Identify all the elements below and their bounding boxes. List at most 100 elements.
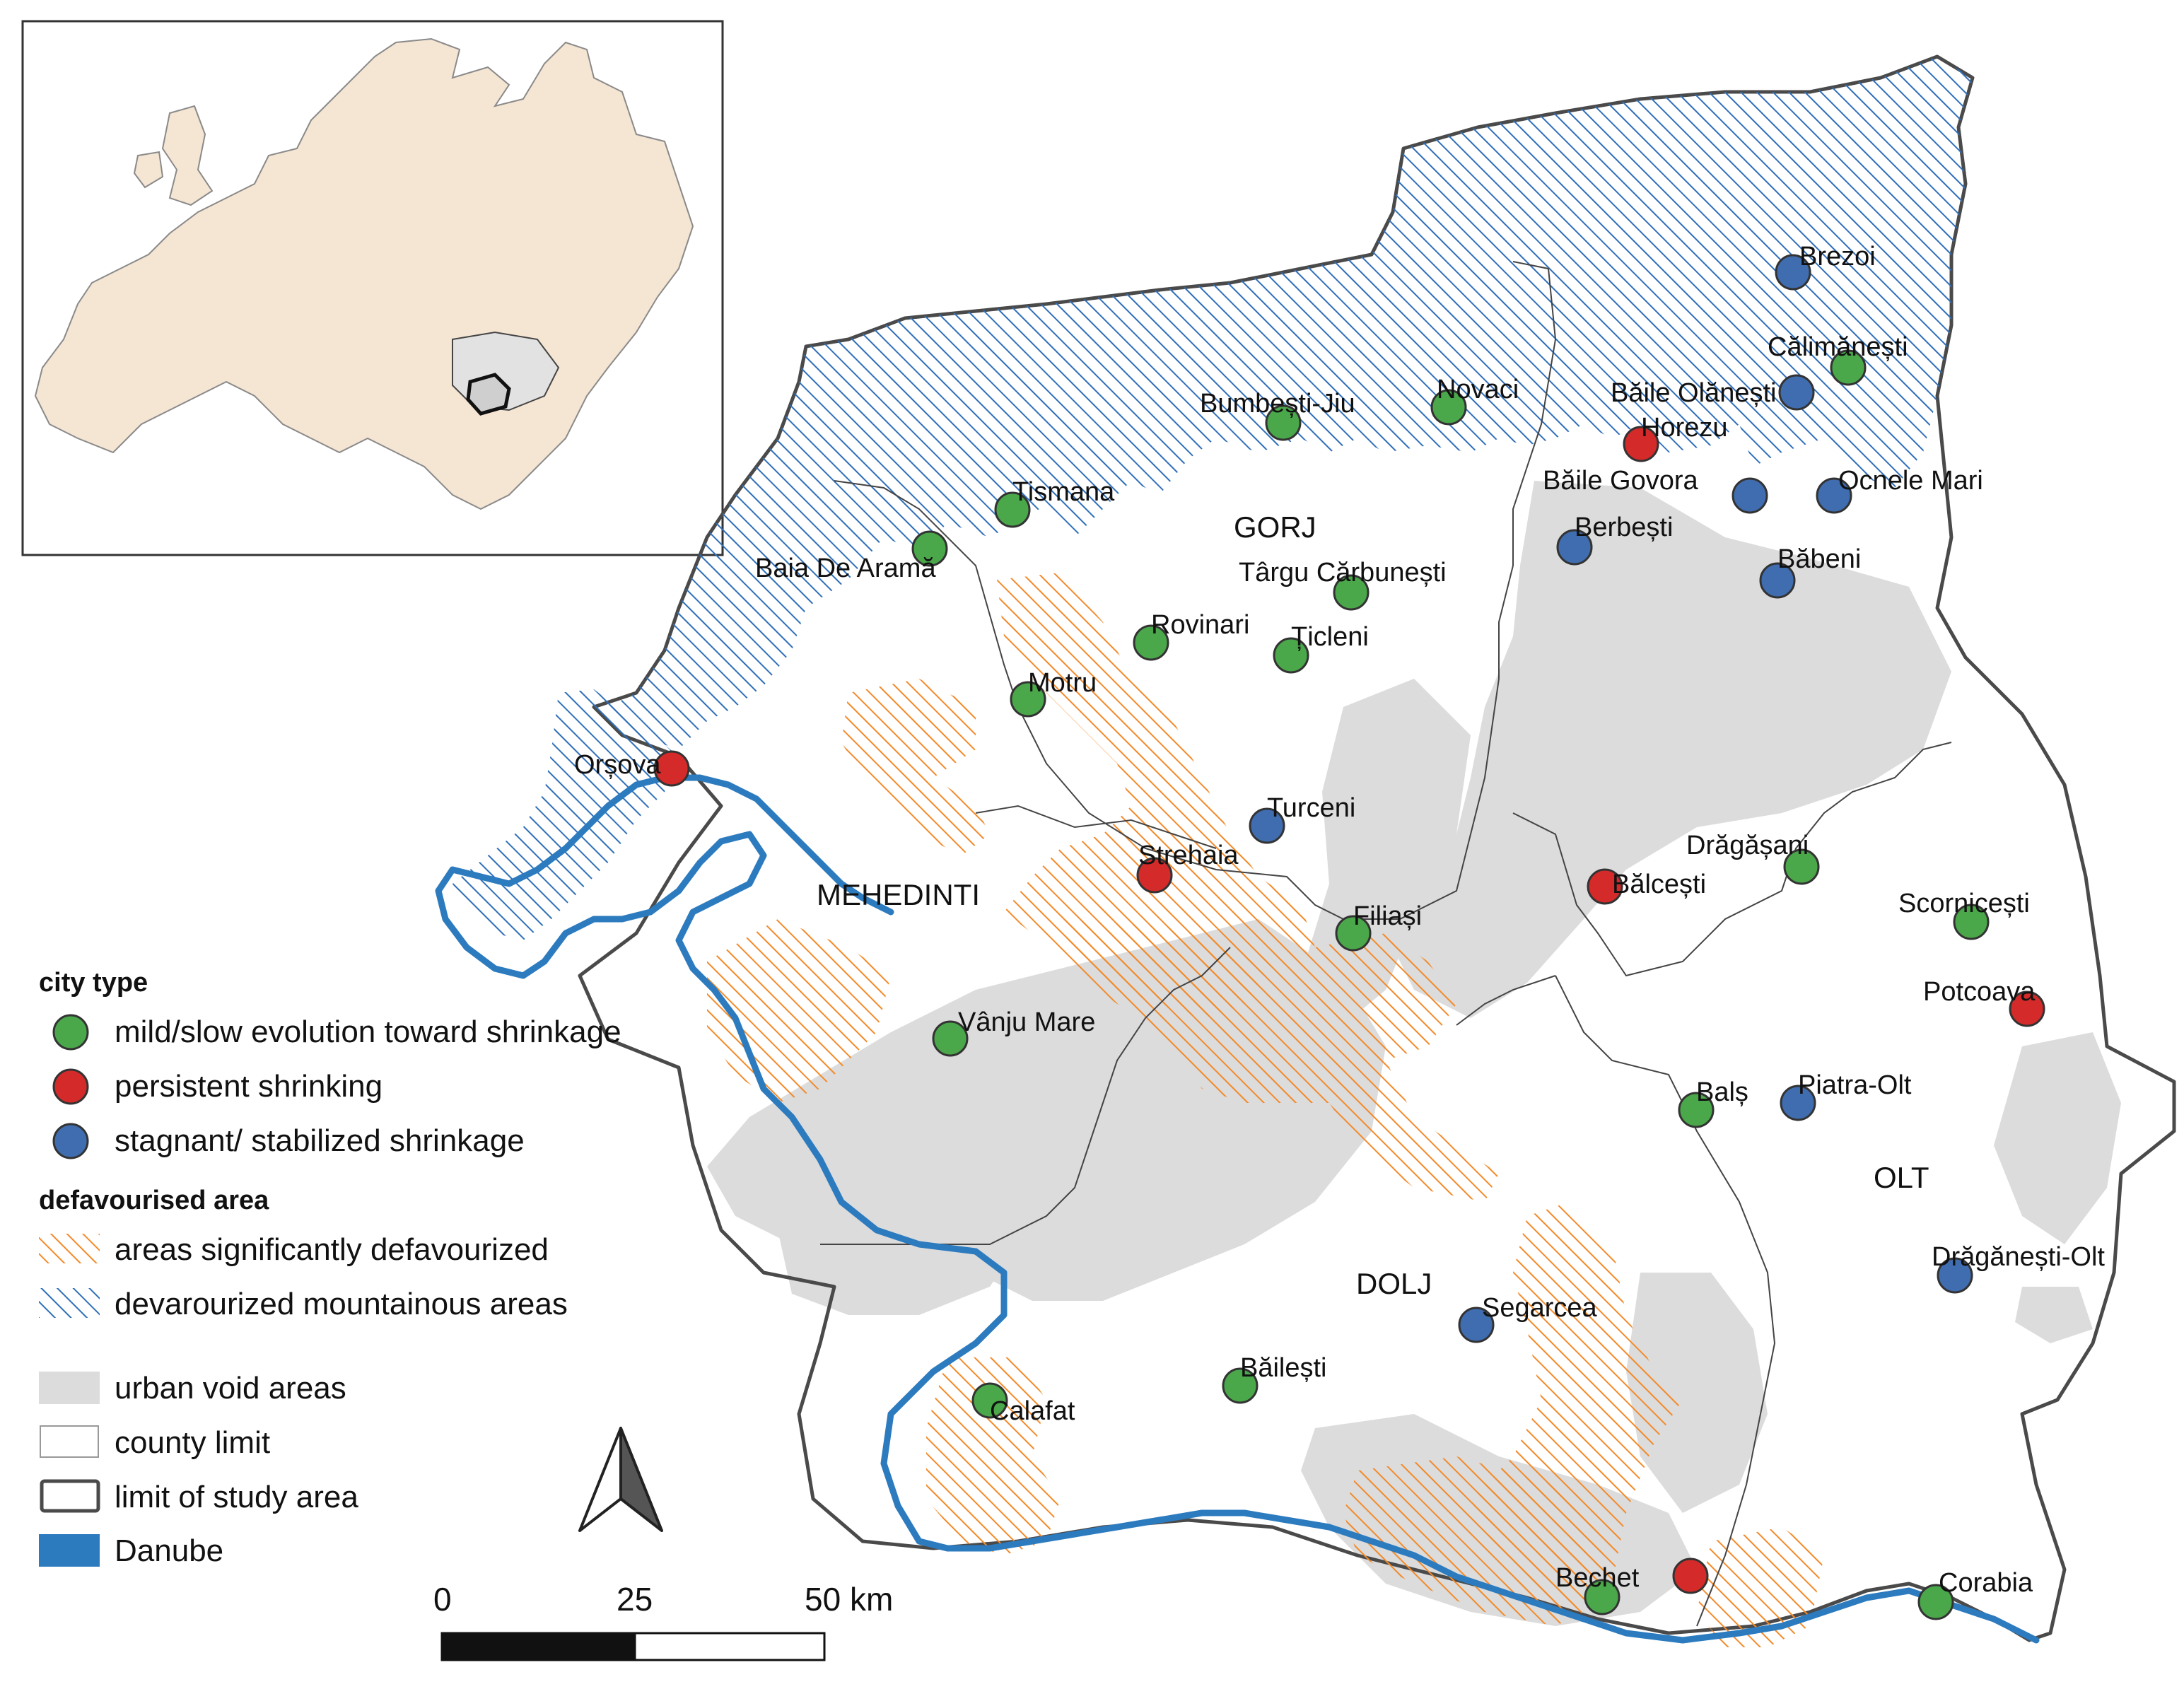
legend-blue-hatch-symbol — [39, 1288, 100, 1318]
city-marker-dragasani — [1783, 848, 1820, 885]
legend-heading-defavourised: defavourised area — [39, 1186, 269, 1215]
city-marker-draganesti-olt — [1937, 1257, 1973, 1294]
legend-county-limit-symbol — [40, 1425, 99, 1458]
city-marker-balcesti — [1587, 868, 1623, 905]
legend-urban-void-symbol — [39, 1372, 100, 1404]
city-marker-motru — [1010, 681, 1046, 718]
city-marker-ticleni — [1273, 637, 1309, 674]
scale-tick-25: 25 — [617, 1581, 653, 1618]
city-marker-strehaia — [1136, 857, 1173, 894]
legend-orange-hatch-symbol — [39, 1234, 100, 1263]
city-marker-baia-de-arama — [911, 530, 948, 567]
city-marker-bals — [1678, 1092, 1715, 1128]
defavourised-mountain-areas — [452, 57, 1973, 940]
city-label-vanju-mare: Vânju Mare — [958, 1007, 1095, 1037]
legend-orange-hatch-label: areas significantly defavourized — [115, 1232, 549, 1267]
city-label-bailesti: Băilești — [1240, 1353, 1327, 1383]
city-marker-segarcea — [1458, 1307, 1495, 1343]
inset-study-area — [466, 373, 511, 416]
europe-inset-map — [21, 20, 724, 556]
city-marker-ocnele-mari — [1816, 477, 1852, 514]
city-marker-bailesti — [1222, 1367, 1259, 1404]
city-marker-bechet — [1584, 1579, 1621, 1615]
city-label-bals: Balș — [1696, 1077, 1748, 1107]
city-label-piatra-olt: Piatra-Olt — [1798, 1070, 1912, 1100]
legend-county-limit-label: county limit — [115, 1425, 270, 1460]
city-label-draganesti-olt: Drăgănești-Olt — [1932, 1242, 2105, 1272]
county-label-olt: OLT — [1874, 1161, 1929, 1194]
legend-danube-label: Danube — [115, 1533, 223, 1568]
city-label-ocnele-mari: Ocnele Mari — [1838, 466, 1983, 496]
city-marker-tismana — [994, 491, 1031, 528]
city-label-baile-govora: Băile Govora — [1543, 466, 1699, 496]
legend-stagnant-label: stagnant/ stabilized shrinkage — [115, 1123, 525, 1158]
city-label-calafat: Calafat — [990, 1396, 1075, 1426]
city-label-bumbesti-jiu: Bumbești-Jiu — [1200, 389, 1355, 419]
city-marker-marker-33 — [1672, 1557, 1709, 1594]
city-label-turceni: Turceni — [1267, 793, 1355, 823]
legend-persistent-label: persistent shrinking — [115, 1069, 383, 1104]
inset-british-isles — [133, 105, 214, 206]
legend-urban-void-label: urban void areas — [115, 1371, 346, 1405]
north-arrow-icon — [578, 1427, 663, 1532]
urban-void-areas — [707, 481, 2121, 1626]
city-label-bechet: Bechet — [1555, 1563, 1640, 1593]
city-label-rovinari: Rovinari — [1151, 610, 1249, 640]
legend-study-limit-label: limit of study area — [115, 1480, 358, 1514]
scale-tick-0: 0 — [433, 1581, 452, 1618]
city-marker-potcoava — [2009, 990, 2045, 1027]
city-label-filiasi: Filiași — [1353, 901, 1422, 931]
county-label-mehedinti: MEHEDINTI — [817, 878, 980, 911]
danube-river — [435, 774, 2040, 1644]
city-marker-orsova — [653, 750, 690, 787]
legend-mild-label: mild/slow evolution toward shrinkage — [115, 1015, 621, 1049]
city-marker-bumbesti-jiu — [1265, 404, 1302, 441]
city-markers: Brezoi Călimănești Băile Olănești Horezu Băi… — [574, 242, 2105, 1620]
county-limits — [820, 261, 1952, 1627]
city-label-segarcea: Segarcea — [1482, 1293, 1598, 1323]
legend-study-limit-symbol — [40, 1479, 100, 1513]
city-label-strehaia: Strehaia — [1138, 841, 1239, 870]
city-marker-berbesti — [1556, 529, 1593, 566]
city-marker-baile-govora — [1732, 477, 1768, 514]
significantly-defavourised-areas — [707, 573, 1824, 1647]
city-marker-novaci — [1430, 389, 1467, 426]
city-label-targu-carbunesti: Târgu Cărbunești — [1239, 558, 1447, 588]
scale-tick-50: 50 km — [805, 1581, 893, 1618]
county-labels: GORJ MEHEDINTI DOLJ OLT — [817, 510, 1929, 1300]
city-marker-filiasi — [1335, 915, 1372, 952]
city-marker-corabia — [1917, 1584, 1954, 1620]
city-marker-babeni — [1759, 562, 1796, 599]
legend-mild-symbol — [52, 1014, 89, 1051]
city-marker-horezu — [1623, 426, 1659, 462]
legend-danube-symbol — [39, 1534, 100, 1567]
city-label-balcesti: Bălcești — [1612, 870, 1706, 899]
city-marker-turceni — [1249, 807, 1285, 844]
county-label-gorj: GORJ — [1234, 510, 1316, 544]
city-label-brezoi: Brezoi — [1799, 242, 1876, 271]
city-label-berbesti: Berbești — [1575, 513, 1673, 542]
map-legend: city type mild/slow evolution toward shr… — [39, 968, 621, 1568]
city-label-baile-olanesti: Băile Olănești — [1611, 378, 1776, 408]
city-marker-rovinari — [1133, 624, 1169, 661]
city-label-babeni: Băbeni — [1777, 544, 1861, 574]
city-label-horezu: Horezu — [1641, 413, 1728, 443]
city-label-baia-de-arama: Baia De Aramă — [755, 554, 936, 583]
city-marker-calimanesti — [1830, 349, 1867, 386]
county-label-dolj: DOLJ — [1356, 1267, 1432, 1300]
city-label-corabia: Corabia — [1939, 1568, 2033, 1598]
city-marker-calafat — [971, 1382, 1008, 1419]
city-marker-scornicesti — [1953, 904, 1990, 940]
legend-stagnant-symbol — [52, 1123, 89, 1159]
city-marker-piatra-olt — [1780, 1085, 1816, 1121]
city-label-ticleni: Țicleni — [1291, 622, 1369, 652]
city-label-scornicesti: Scornicești — [1898, 889, 2030, 918]
city-marker-baile-olanesti — [1778, 374, 1815, 411]
city-marker-vanju-mare — [932, 1020, 969, 1057]
city-label-orsova: Orșova — [574, 750, 661, 780]
scale-bar: 0 25 50 km — [433, 1581, 893, 1661]
city-label-tismana: Tismana — [1012, 477, 1115, 507]
city-label-potcoava: Potcoava — [1923, 977, 2036, 1007]
city-marker-targu-carbunesti — [1333, 574, 1370, 611]
